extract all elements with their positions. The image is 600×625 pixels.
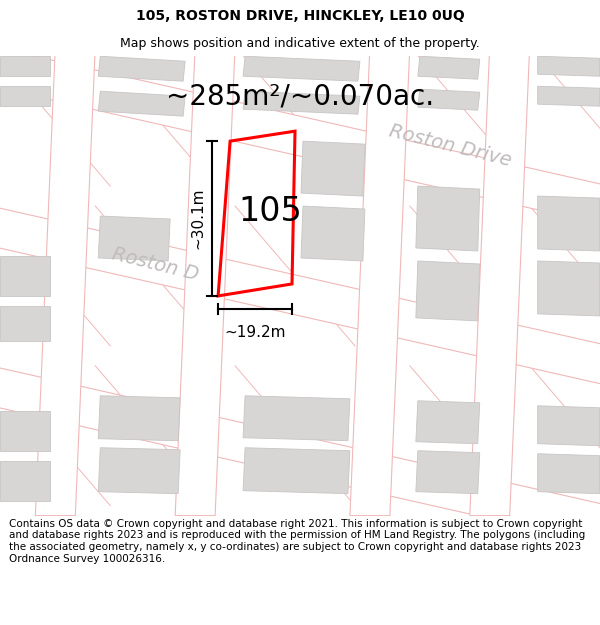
Polygon shape xyxy=(243,56,360,81)
Polygon shape xyxy=(416,401,480,444)
Polygon shape xyxy=(301,206,365,261)
Polygon shape xyxy=(418,56,480,79)
Polygon shape xyxy=(1,461,50,501)
Polygon shape xyxy=(175,46,235,516)
Polygon shape xyxy=(1,256,50,296)
Polygon shape xyxy=(538,406,599,446)
Text: ~285m²/~0.070ac.: ~285m²/~0.070ac. xyxy=(166,82,434,110)
Polygon shape xyxy=(538,454,599,494)
Polygon shape xyxy=(0,366,600,546)
Polygon shape xyxy=(98,396,180,441)
Polygon shape xyxy=(98,216,170,261)
Polygon shape xyxy=(243,396,350,441)
Polygon shape xyxy=(416,451,480,494)
Text: 105: 105 xyxy=(238,194,302,228)
Polygon shape xyxy=(1,86,50,106)
Text: Map shows position and indicative extent of the property.: Map shows position and indicative extent… xyxy=(120,38,480,51)
Text: Contains OS data © Crown copyright and database right 2021. This information is : Contains OS data © Crown copyright and d… xyxy=(9,519,585,564)
Polygon shape xyxy=(243,448,350,494)
Polygon shape xyxy=(416,261,480,321)
Text: 105, ROSTON DRIVE, HINCKLEY, LE10 0UQ: 105, ROSTON DRIVE, HINCKLEY, LE10 0UQ xyxy=(136,9,464,22)
Polygon shape xyxy=(0,206,600,386)
Polygon shape xyxy=(98,448,180,494)
Polygon shape xyxy=(1,56,50,76)
Polygon shape xyxy=(35,46,95,516)
Polygon shape xyxy=(350,46,410,516)
Polygon shape xyxy=(301,141,365,196)
Text: ~30.1m: ~30.1m xyxy=(191,188,206,249)
Polygon shape xyxy=(98,56,185,81)
Polygon shape xyxy=(0,46,600,226)
Polygon shape xyxy=(538,261,599,316)
Polygon shape xyxy=(1,306,50,341)
Polygon shape xyxy=(243,91,360,114)
Text: Roston D: Roston D xyxy=(110,244,200,284)
Polygon shape xyxy=(538,56,599,76)
Polygon shape xyxy=(418,89,480,110)
Polygon shape xyxy=(538,196,599,251)
Text: Roston Drive: Roston Drive xyxy=(386,122,513,171)
Text: ~19.2m: ~19.2m xyxy=(224,325,286,340)
Polygon shape xyxy=(470,46,530,516)
Polygon shape xyxy=(416,186,480,251)
Polygon shape xyxy=(1,411,50,451)
Polygon shape xyxy=(538,86,599,106)
Polygon shape xyxy=(98,91,185,116)
